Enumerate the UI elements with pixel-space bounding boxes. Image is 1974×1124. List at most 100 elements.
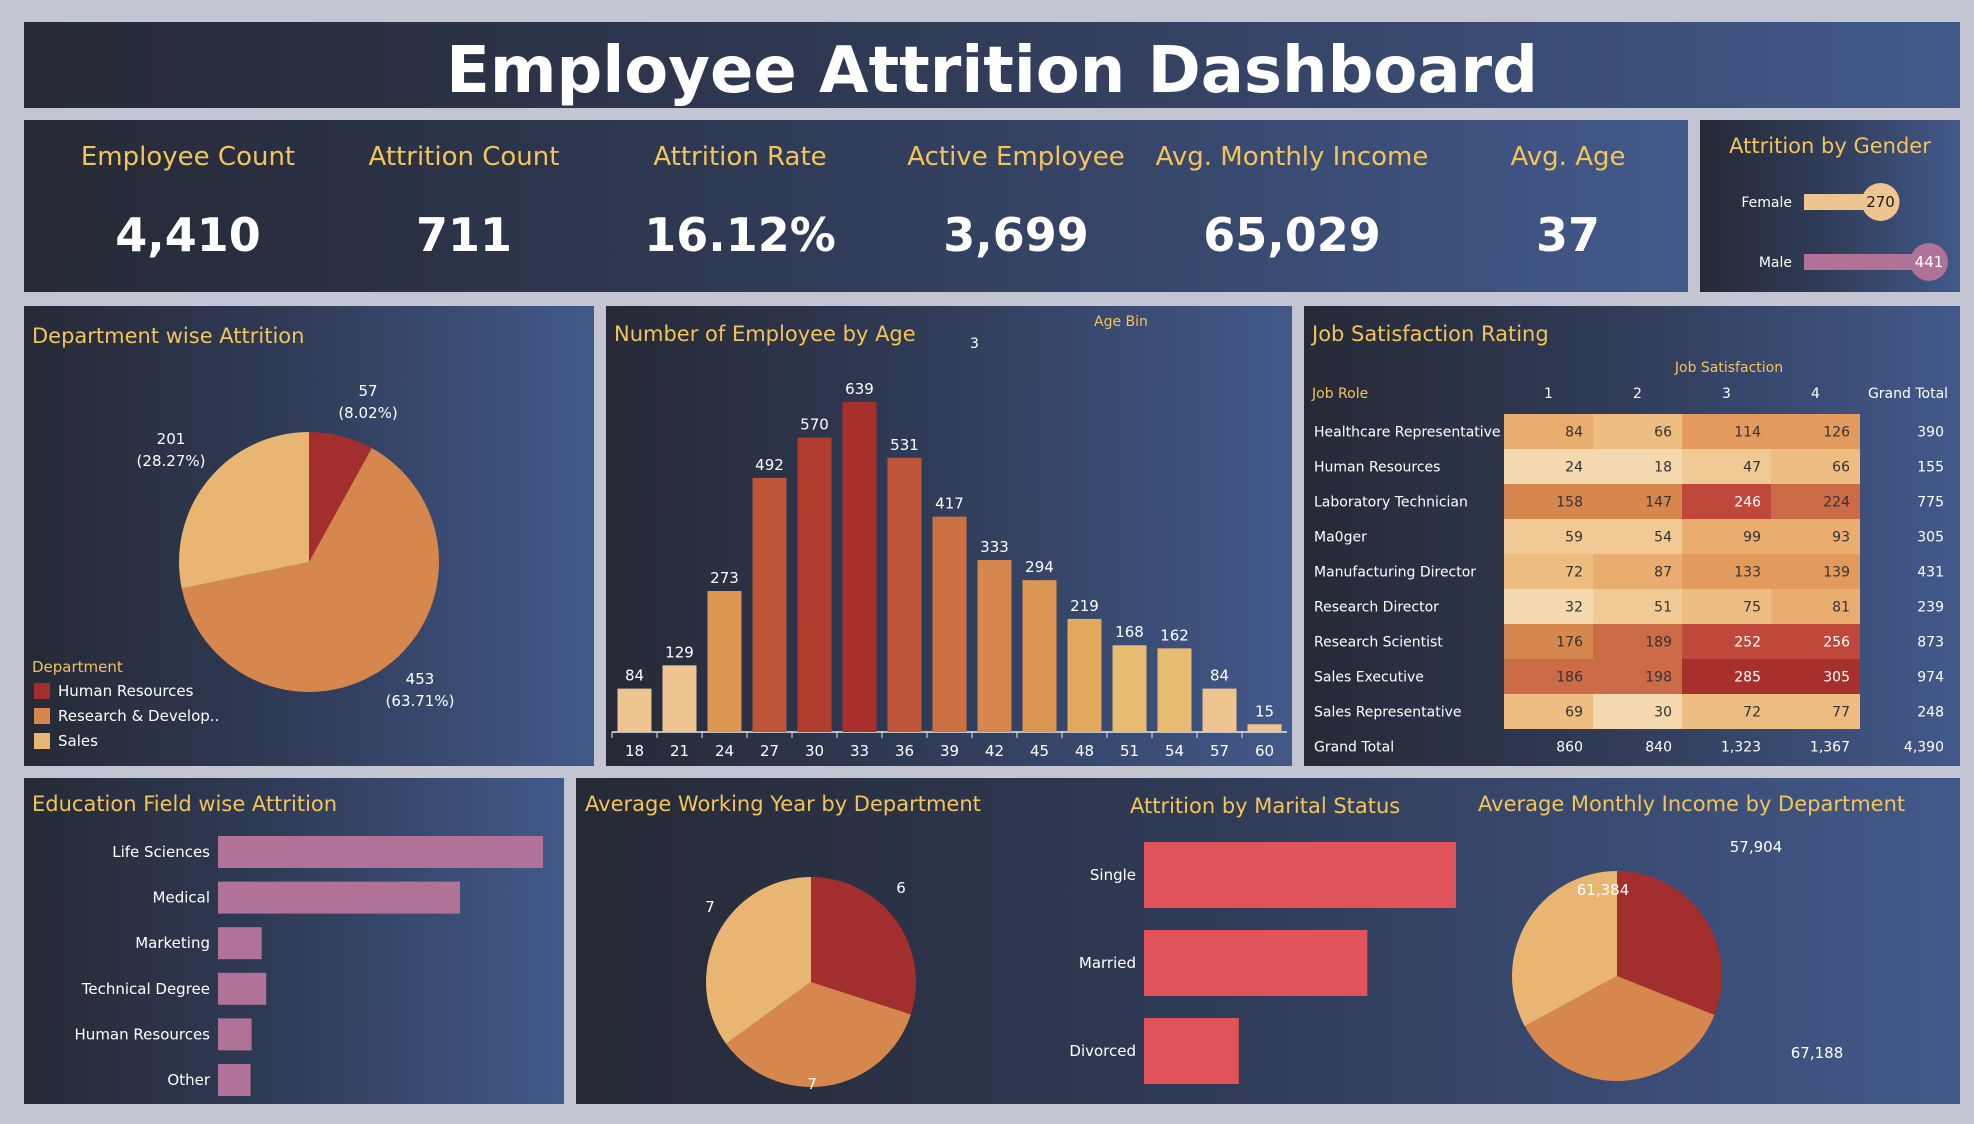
kpi-label-attrition-count: Attrition Count xyxy=(368,142,560,172)
job-cell-value: 186 xyxy=(1556,670,1583,686)
job-satisfaction-panel: Job Satisfaction Rating Job Satisfaction… xyxy=(1304,306,1960,766)
age-value-27: 492 xyxy=(755,456,784,474)
income-dept-label-1: 67,188 xyxy=(1791,1044,1844,1062)
age-value-18: 84 xyxy=(625,667,644,685)
job-cell xyxy=(1504,519,1593,554)
working-year-label-2: 7 xyxy=(705,898,715,916)
age-tick-57: 57 xyxy=(1210,742,1229,760)
job-grand-total-label: Grand Total xyxy=(1314,740,1394,756)
gender-label-1: Male xyxy=(1759,255,1792,271)
marital-bar-2 xyxy=(1144,1018,1239,1084)
department-percent-2: (28.27%) xyxy=(137,452,206,470)
job-cell xyxy=(1504,589,1593,624)
age-value-54: 162 xyxy=(1160,626,1189,644)
job-cell-value: 51 xyxy=(1654,600,1672,616)
dashboard-title: Employee Attrition Dashboard xyxy=(446,34,1538,108)
job-row-total: 390 xyxy=(1917,425,1944,441)
working-year-chart-title: Average Working Year by Department xyxy=(585,792,981,816)
job-total-header: Grand Total xyxy=(1868,386,1948,402)
job-cell-value: 147 xyxy=(1645,495,1672,511)
education-bar-chart: Life Sciences Medical Marketing Technical D… xyxy=(75,836,543,1096)
job-cell-value: 285 xyxy=(1734,670,1761,686)
job-cell xyxy=(1771,484,1860,519)
job-cell xyxy=(1504,659,1593,694)
legend-item-research: Research & Develop.. xyxy=(34,707,219,725)
job-cell-value: 72 xyxy=(1743,705,1761,721)
job-cell-value: 66 xyxy=(1654,425,1672,441)
department-slice-1 xyxy=(181,448,440,692)
age-bar-60 xyxy=(1247,724,1282,732)
marital-bar-0 xyxy=(1144,842,1456,908)
job-cell-value: 133 xyxy=(1734,565,1761,581)
job-column-header-4: 4 xyxy=(1811,386,1820,402)
job-cell xyxy=(1682,449,1771,484)
department-percent-0: (8.02%) xyxy=(338,404,397,422)
working-year-slice-2 xyxy=(706,877,811,1044)
job-row-header: Job Role xyxy=(1311,386,1368,402)
education-bar-0 xyxy=(218,836,543,868)
job-cell-value: 81 xyxy=(1832,600,1850,616)
job-cell xyxy=(1771,589,1860,624)
job-cell-value: 84 xyxy=(1565,425,1583,441)
education-label-4: Human Resources xyxy=(75,1025,211,1043)
education-chart-title: Education Field wise Attrition xyxy=(32,792,338,816)
age-bar-36 xyxy=(887,457,922,732)
gender-value-1: 441 xyxy=(1915,253,1944,271)
job-cell xyxy=(1682,589,1771,624)
gender-panel: Attrition by Gender Female 270 Male 441 xyxy=(1700,120,1960,292)
income-dept-slice-2 xyxy=(1512,871,1617,1027)
job-cell-value: 252 xyxy=(1734,635,1761,651)
job-cell-value: 59 xyxy=(1565,530,1583,546)
job-column-header-2: 2 xyxy=(1633,386,1642,402)
age-bar-chart: 84 18 129 21 273 24 492 27 570 30 639 33 531 36 417 39 3… xyxy=(611,380,1287,760)
job-role-label: Manufacturing Director xyxy=(1314,565,1476,581)
job-cell xyxy=(1682,554,1771,589)
job-cell-value: 93 xyxy=(1832,530,1850,546)
working-year-label-1: 7 xyxy=(807,1075,817,1093)
job-cell xyxy=(1682,659,1771,694)
department-panel: Department wise Attrition 57 (8.02%) 453 (6… xyxy=(24,306,594,766)
kpi-panel: Employee Count 4,410 Attrition Count 711… xyxy=(24,120,1688,292)
job-cell xyxy=(1593,589,1682,624)
age-value-24: 273 xyxy=(710,569,739,587)
age-value-48: 219 xyxy=(1070,597,1099,615)
job-grand-total-value: 860 xyxy=(1556,740,1583,756)
income-dept-slice-1 xyxy=(1524,976,1715,1081)
age-value-42: 333 xyxy=(980,538,1009,556)
age-bin-legend-value: 3 xyxy=(970,336,979,352)
job-satisfaction-title: Job Satisfaction Rating xyxy=(1312,322,1549,346)
gender-bubble-0 xyxy=(1861,183,1900,221)
job-cell xyxy=(1504,449,1593,484)
income-dept-slice-0 xyxy=(1617,871,1722,1015)
age-bar-18 xyxy=(617,688,652,732)
kpi-value-active-employee: 3,699 xyxy=(943,208,1089,262)
legend-label: Sales xyxy=(58,732,98,750)
kpi-label-avg-monthly-income: Avg. Monthly Income xyxy=(1155,142,1429,172)
job-cell xyxy=(1593,414,1682,449)
department-value-2: 201 xyxy=(157,430,186,448)
job-cell-value: 30 xyxy=(1654,705,1672,721)
age-bar-39 xyxy=(932,516,967,732)
kpi-value-avg-monthly-income: 65,029 xyxy=(1203,208,1381,262)
gender-bubble-1 xyxy=(1910,243,1948,281)
gender-bar-0 xyxy=(1804,194,1881,210)
age-tick-21: 21 xyxy=(670,742,689,760)
job-cell-value: 246 xyxy=(1734,495,1761,511)
education-label-5: Other xyxy=(167,1071,210,1089)
education-bar-3 xyxy=(218,972,267,1005)
job-cell-value: 69 xyxy=(1565,705,1583,721)
legend-swatch xyxy=(34,708,50,724)
job-cell-value: 47 xyxy=(1743,460,1761,476)
department-chart-title: Department wise Attrition xyxy=(32,324,305,348)
legend-item-sales: Sales xyxy=(34,732,98,750)
job-column-header-3: 3 xyxy=(1722,386,1731,402)
department-slice-0 xyxy=(309,432,372,562)
age-tick-48: 48 xyxy=(1075,742,1094,760)
department-legend-title: Department xyxy=(32,658,123,676)
job-cell-value: 99 xyxy=(1743,530,1761,546)
job-cell xyxy=(1593,519,1682,554)
age-tick-54: 54 xyxy=(1165,742,1184,760)
job-cell xyxy=(1504,554,1593,589)
kpi-label-attrition-rate: Attrition Rate xyxy=(653,142,827,172)
job-role-label: Sales Representative xyxy=(1314,705,1462,721)
